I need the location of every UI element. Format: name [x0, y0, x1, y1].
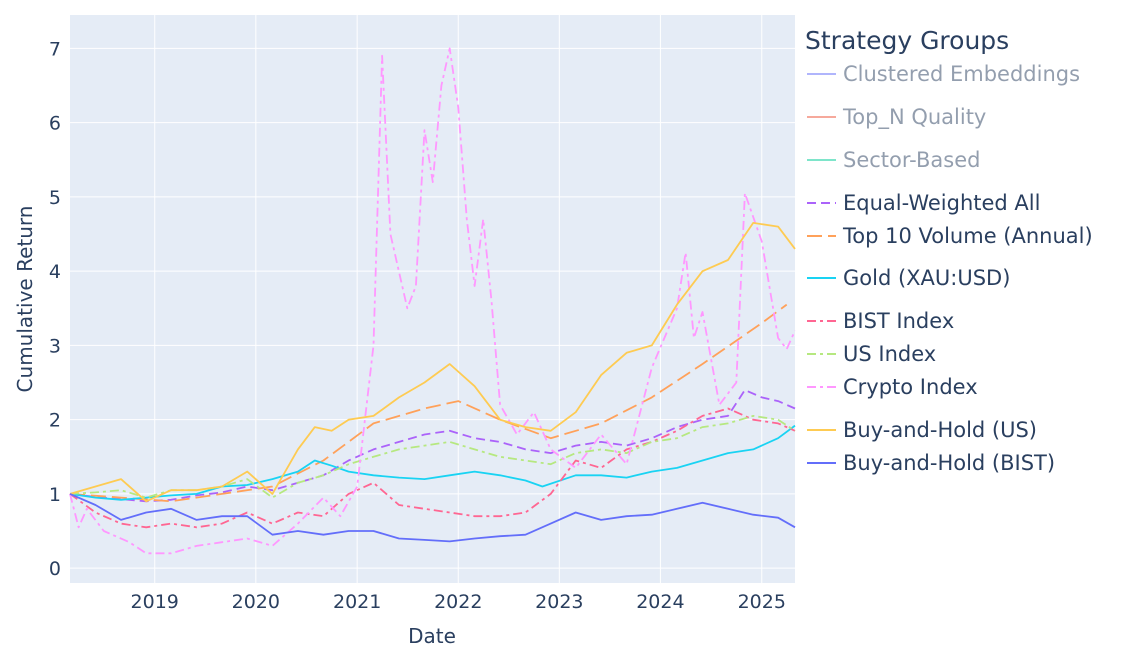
series-line-buy-and-hold-us: [69, 221, 796, 503]
legend-item-sector-based[interactable]: Sector-Based: [807, 148, 980, 172]
y-axis-label: Cumulative Return: [13, 206, 37, 393]
legend-item-top-n-quality[interactable]: Top_N Quality: [807, 105, 986, 130]
y-tick-label: 7: [49, 38, 61, 60]
y-tick-label: 5: [49, 187, 61, 209]
series-line-buy-and-hold-bist: [69, 493, 796, 543]
legend-item-top-10-volume-annual[interactable]: Top 10 Volume (Annual): [807, 224, 1093, 248]
legend-item-equal-weighted-all[interactable]: Equal-Weighted All: [807, 191, 1040, 215]
legend-label: BIST Index: [843, 309, 954, 333]
legend-label: Sector-Based: [843, 148, 980, 172]
plot-background: [70, 15, 795, 583]
y-tick-label: 6: [49, 113, 61, 135]
legend-item-buy-and-hold-us[interactable]: Buy-and-Hold (US): [807, 418, 1037, 442]
series-line-top-10-volume-annual: [69, 303, 788, 503]
x-tick-labels: 2019 2020 2021 2022 2023 2024 2025: [131, 591, 786, 613]
y-tick-labels: 0 1 2 3 4 5 6 7: [49, 38, 61, 580]
legend-item-buy-and-hold-bist[interactable]: Buy-and-Hold (BIST): [807, 451, 1055, 475]
legend-label: US Index: [843, 342, 936, 366]
y-tick-label: 1: [49, 484, 61, 506]
legend[interactable]: Strategy Groups Clustered Embeddings Top_…: [805, 26, 1093, 475]
legend-item-clustered-embeddings[interactable]: Clustered Embeddings: [807, 62, 1080, 86]
series-line-gold-xau-usd: [69, 424, 796, 501]
legend-label: Top_N Quality: [842, 105, 986, 130]
series-line-bist-index: [69, 407, 796, 529]
legend-label: Crypto Index: [843, 375, 978, 399]
legend-item-gold-xau-usd[interactable]: Gold (XAU:USD): [807, 266, 1010, 290]
x-tick-label: 2020: [232, 591, 280, 613]
legend-label: Buy-and-Hold (US): [843, 418, 1037, 442]
legend-label: Equal-Weighted All: [843, 191, 1040, 215]
y-tick-label: 3: [49, 335, 61, 357]
x-tick-label: 2025: [738, 591, 786, 613]
x-axis-label: Date: [408, 624, 456, 648]
legend-item-crypto-index[interactable]: Crypto Index: [807, 375, 978, 399]
x-tick-label: 2021: [333, 591, 381, 613]
legend-label: Top 10 Volume (Annual): [842, 224, 1093, 248]
x-tick-label: 2019: [131, 591, 179, 613]
legend-label: Buy-and-Hold (BIST): [843, 451, 1055, 475]
series-lines: [69, 47, 796, 555]
x-tick-label: 2024: [636, 591, 684, 613]
legend-title: Strategy Groups: [805, 26, 1009, 55]
legend-label: Clustered Embeddings: [843, 62, 1080, 86]
legend-item-us-index[interactable]: US Index: [807, 342, 936, 366]
y-tick-label: 2: [49, 410, 61, 432]
x-tick-label: 2023: [535, 591, 583, 613]
series-line-equal-weighted-all: [69, 389, 796, 503]
x-tick-label: 2022: [434, 591, 482, 613]
y-gridlines: [70, 47, 795, 569]
y-tick-label: 4: [49, 261, 61, 283]
legend-label: Gold (XAU:USD): [843, 266, 1010, 290]
series-line-crypto-index: [69, 47, 796, 555]
legend-item-bist-index[interactable]: BIST Index: [807, 309, 954, 333]
y-tick-label: 0: [49, 558, 61, 580]
